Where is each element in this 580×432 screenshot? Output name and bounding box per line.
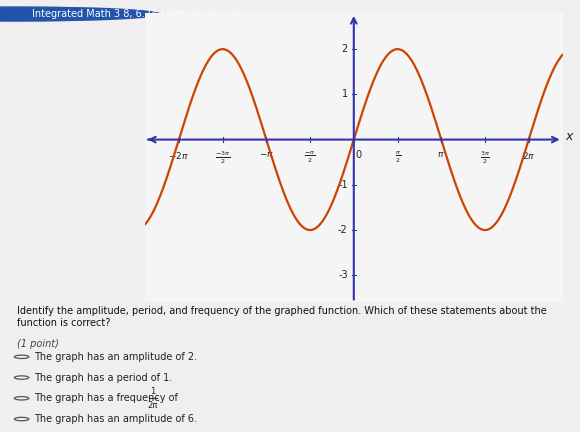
Text: -1: -1 (338, 180, 347, 190)
Text: -3: -3 (338, 270, 347, 280)
Text: -2: -2 (338, 225, 347, 235)
Text: $\frac{-\pi}{2}$: $\frac{-\pi}{2}$ (304, 149, 316, 165)
Text: Identify the amplitude, period, and frequency of the graphed function. Which of : Identify the amplitude, period, and freq… (17, 306, 547, 328)
Text: x: x (566, 130, 573, 143)
Text: (1 point): (1 point) (17, 339, 59, 349)
Text: $\frac{3\pi}{2}$: $\frac{3\pi}{2}$ (480, 149, 490, 166)
Text: 0: 0 (356, 149, 362, 159)
Text: 1: 1 (342, 89, 347, 99)
Text: The graph has an amplitude of 6.: The graph has an amplitude of 6. (34, 414, 197, 424)
Text: 1: 1 (150, 387, 155, 396)
Text: $2\pi$: $2\pi$ (522, 149, 535, 161)
Text: Integrated Math 3 8, 6.24 / Periodic Functions: Integrated Math 3 8, 6.24 / Periodic Fun… (32, 9, 255, 19)
Text: The graph has a frequency of: The graph has a frequency of (34, 393, 181, 403)
Text: The graph has an amplitude of 2.: The graph has an amplitude of 2. (34, 352, 197, 362)
Text: The graph has a period of 1.: The graph has a period of 1. (34, 372, 172, 383)
Text: $-2\pi$: $-2\pi$ (168, 149, 189, 161)
Circle shape (0, 7, 160, 21)
Text: 2: 2 (342, 44, 347, 54)
Text: $\frac{-3\pi}{2}$: $\frac{-3\pi}{2}$ (215, 149, 230, 166)
Text: $\pi$: $\pi$ (437, 149, 445, 159)
Text: 2π: 2π (148, 401, 158, 410)
Text: $-\pi$: $-\pi$ (259, 149, 274, 159)
Text: $\frac{\pi}{2}$: $\frac{\pi}{2}$ (394, 149, 401, 165)
